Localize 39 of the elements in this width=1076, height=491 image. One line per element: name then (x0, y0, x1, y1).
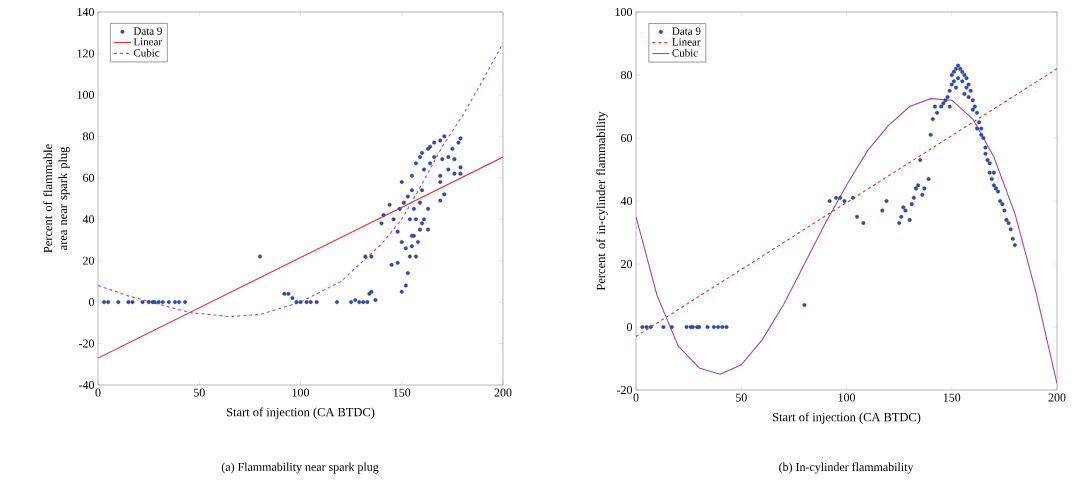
x-tick-label: 200 (494, 388, 512, 397)
text: (b) In-cylinder flammability (779, 462, 914, 474)
x-axis-title: Start of injection (CA BTDC) (772, 412, 921, 424)
x-tick-label: 150 (393, 388, 411, 397)
y-axis-title: Percent of flammable area near spark plug (43, 144, 70, 253)
y-tick-label: 20 (83, 256, 95, 265)
y-tick-label: 60 (621, 133, 633, 143)
legend-label: Cubic (672, 49, 698, 57)
legend-label: Data 9 (133, 27, 162, 35)
y-tick-label: 20 (621, 259, 633, 269)
y-tick-label: -20 (78, 339, 95, 348)
x-tick-label: 150 (943, 393, 961, 402)
x-axis-title: Start of injection (CA BTDC) (226, 407, 375, 419)
y-tick-label: 80 (620, 70, 633, 80)
y-tick-label: 100 (77, 90, 95, 99)
y-tick-label: 120 (77, 49, 95, 58)
x-tick-label: 0 (633, 393, 639, 402)
legend-label: Linear (672, 38, 701, 46)
y-tick-label: 40 (620, 196, 633, 206)
y-tick-label: 100 (615, 7, 633, 17)
x-tick-label: 200 (1048, 393, 1066, 402)
y-tick-label: 0 (88, 298, 95, 307)
legend-label: Data 9 (672, 27, 701, 35)
y-tick-label: 60 (83, 173, 95, 182)
y-tick-label: 0 (626, 322, 633, 332)
x-tick-label: 50 (193, 388, 205, 397)
x-tick-label: 50 (735, 393, 747, 402)
x-tick-label: 100 (838, 393, 856, 402)
y-tick-label: -40 (78, 380, 95, 390)
legend-label: Linear (133, 38, 162, 46)
x-tick-label: 100 (292, 388, 310, 397)
x-tick-label: 0 (95, 388, 101, 397)
legend-label: Cubic (133, 48, 160, 57)
y-axis-title: Percent of in-cylinder flammability (596, 111, 608, 291)
y-tick-label: 140 (77, 7, 95, 17)
text: (a) Flammability near spark plug (221, 462, 379, 474)
y-tick-label: 40 (82, 215, 95, 224)
y-tick-label: 80 (82, 132, 95, 141)
y-tick-label: -20 (616, 385, 633, 395)
